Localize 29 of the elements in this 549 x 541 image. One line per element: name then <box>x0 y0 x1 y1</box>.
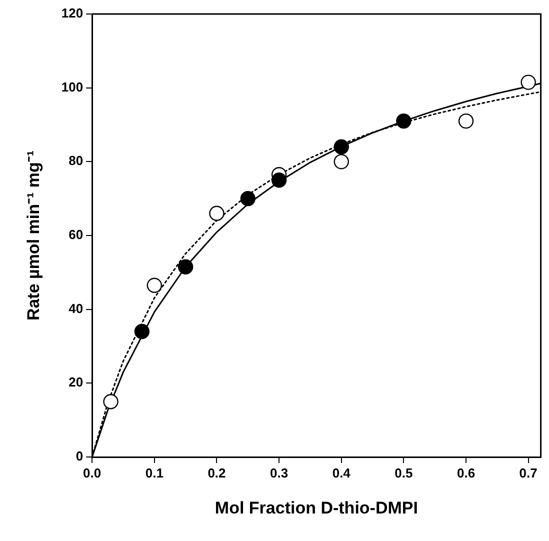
y-tick-label: 120 <box>61 6 84 21</box>
point <box>458 113 474 129</box>
point <box>240 190 256 206</box>
x-tick-label: 0.1 <box>145 465 164 480</box>
x-tick-label: 0.5 <box>394 465 413 480</box>
point <box>178 259 194 274</box>
x-tick-label: 0.0 <box>83 465 102 480</box>
x-axis-title: Mol Fraction D-thio-DMPI <box>214 498 418 518</box>
point <box>396 113 412 129</box>
y-tick-label: 40 <box>68 300 84 316</box>
point <box>334 139 349 154</box>
y-axis-title: Rate µmol min⁻¹ mg⁻¹ <box>24 150 43 321</box>
x-tick-label: 0.7 <box>519 465 538 480</box>
point <box>520 74 536 90</box>
point <box>103 394 118 410</box>
y-tick-label: 20 <box>68 374 84 390</box>
point <box>146 278 162 293</box>
y-tick-label: 0 <box>76 448 84 464</box>
x-tick-label: 0.6 <box>456 465 476 480</box>
point <box>271 172 287 188</box>
x-tick-label: 0.3 <box>270 465 288 480</box>
y-tick-label: 80 <box>68 153 84 168</box>
y-tick-label: 60 <box>68 227 84 242</box>
point <box>209 206 224 221</box>
point <box>134 324 150 340</box>
y-tick-label: 100 <box>61 79 84 94</box>
point <box>334 154 349 170</box>
x-tick-label: 0.2 <box>208 465 226 480</box>
x-tick-label: 0.4 <box>332 465 352 480</box>
